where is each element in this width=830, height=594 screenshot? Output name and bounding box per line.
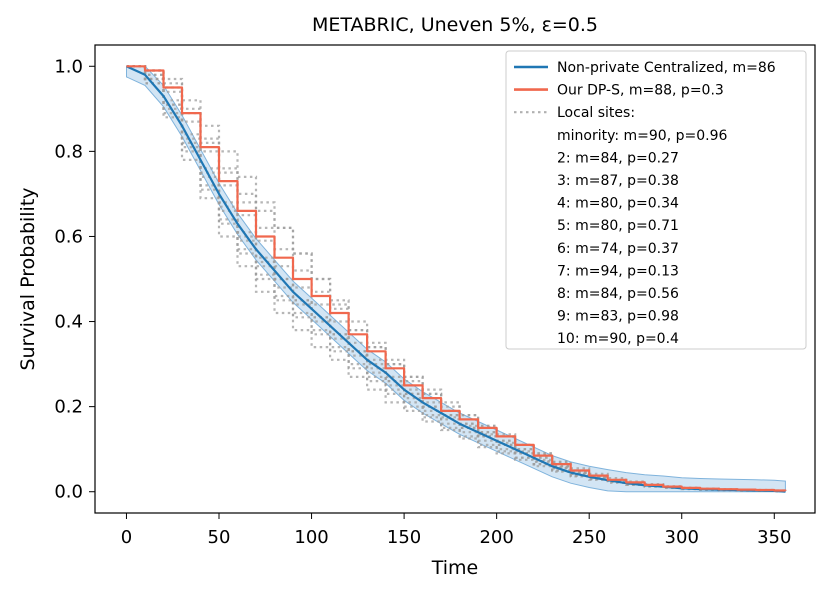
legend-entry: 3: m=87, p=0.38	[557, 173, 679, 189]
y-axis-label: Survival Probability	[17, 187, 39, 370]
x-tick-label: 350	[757, 527, 791, 548]
x-tick-label: 150	[387, 527, 421, 548]
legend-entry: Local sites:	[557, 105, 635, 121]
x-tick-label: 50	[208, 527, 231, 548]
y-tick-label: 0.0	[54, 482, 83, 503]
plot-area	[94, 44, 816, 514]
legend-entry: Non-private Centralized, m=86	[557, 60, 776, 76]
y-tick-label: 0.6	[54, 226, 83, 247]
y-tick-label: 0.2	[54, 397, 83, 418]
y-axis-ticks: 0.0 0.2 0.4 0.6 0.8 1.0	[54, 56, 95, 503]
legend-entry: 10: m=90, p=0.4	[557, 331, 679, 347]
legend-entry: 7: m=94, p=0.13	[557, 263, 679, 279]
dp-series-line	[126, 65, 787, 492]
legend-entry: 8: m=84, p=0.56	[557, 286, 679, 302]
legend: Non-private Centralized, m=86 Our DP-S, m…	[505, 50, 807, 350]
chart-title: METABRIC, Uneven 5%, ε=0.5	[312, 14, 598, 36]
y-tick-label: 0.8	[54, 141, 83, 162]
legend-items: Non-private Centralized, m=86 Our DP-S, m…	[514, 60, 776, 347]
legend-entry: minority: m=90, p=0.96	[557, 128, 727, 144]
legend-entry: 5: m=80, p=0.71	[557, 218, 679, 234]
x-tick-label: 250	[572, 527, 606, 548]
legend-entry: Our DP-S, m=88, p=0.3	[557, 83, 724, 99]
legend-entry: 4: m=80, p=0.34	[557, 196, 679, 212]
x-axis-ticks: 0 50 100 150 200 250 300 350	[121, 513, 791, 548]
plot-frame	[94, 44, 816, 514]
legend-entry: 6: m=74, p=0.37	[557, 241, 679, 257]
x-tick-label: 0	[121, 527, 132, 548]
legend-entry: 2: m=84, p=0.27	[557, 150, 679, 166]
legend-entry: 9: m=83, p=0.98	[557, 309, 679, 325]
x-tick-label: 100	[294, 527, 328, 548]
y-tick-label: 1.0	[54, 56, 83, 77]
y-tick-label: 0.4	[54, 312, 83, 333]
legend-box	[505, 50, 807, 350]
series-layer	[126, 65, 787, 493]
x-tick-label: 200	[479, 527, 513, 548]
x-tick-label: 300	[665, 527, 699, 548]
x-axis-label: Time	[431, 557, 479, 579]
